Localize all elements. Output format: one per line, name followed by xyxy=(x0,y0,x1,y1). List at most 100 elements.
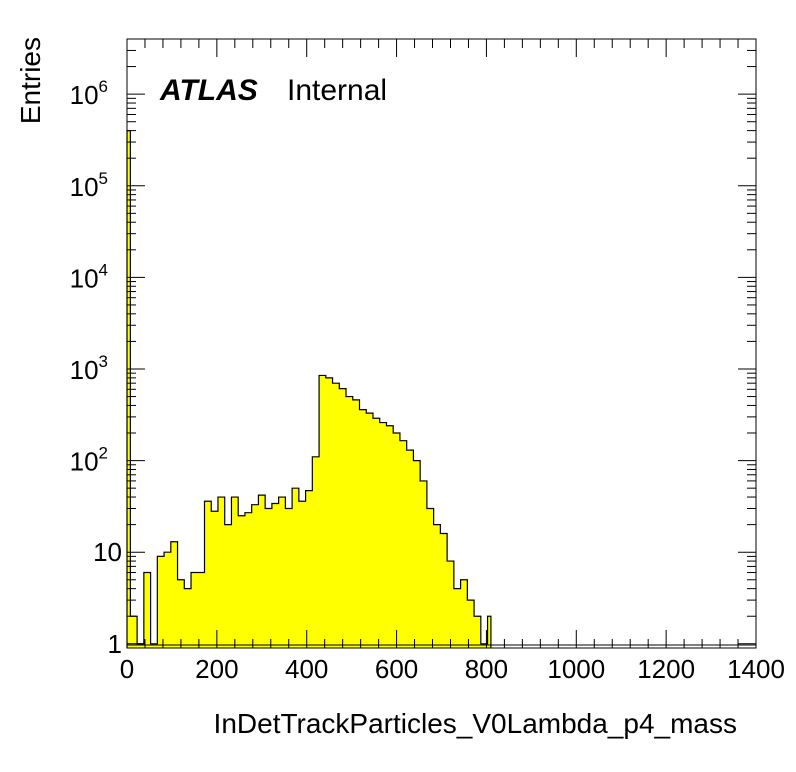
histogram-bar xyxy=(265,508,269,648)
histogram-bar xyxy=(335,383,340,648)
histogram-bar xyxy=(386,425,391,648)
histogram-bar xyxy=(221,497,226,648)
histogram-bar xyxy=(157,556,161,648)
y-tick-labels: 1 10 102 103 104 105 106 xyxy=(70,77,122,659)
histogram-bar xyxy=(426,508,431,648)
y-tick-label: 102 xyxy=(70,444,108,477)
histogram-bar xyxy=(332,383,337,648)
histogram-bar xyxy=(191,572,195,648)
x-tick-label: 1400 xyxy=(727,654,785,684)
histogram-bar xyxy=(288,508,293,648)
histogram-bar xyxy=(248,512,252,648)
histogram-bar xyxy=(383,422,387,648)
histogram-bar xyxy=(467,600,472,648)
x-tick-label: 1200 xyxy=(637,654,695,684)
histogram-bar xyxy=(133,616,138,648)
histogram-bar xyxy=(238,515,242,648)
x-tick-labels: 0 200 400 600 800 1000 1200 1400 xyxy=(120,654,785,684)
histogram-bar xyxy=(487,616,492,648)
histogram-bar xyxy=(147,572,151,648)
histogram-bar xyxy=(416,460,421,648)
histogram-bar xyxy=(463,579,468,648)
histogram-bar xyxy=(211,511,215,648)
histogram-bar xyxy=(443,533,448,648)
histogram-bars xyxy=(127,130,492,648)
histogram-bar xyxy=(359,409,364,648)
histogram-bar xyxy=(234,497,239,648)
histogram-bar xyxy=(137,643,141,648)
histogram-bar xyxy=(298,501,303,648)
histogram-bar xyxy=(339,388,343,648)
histogram-bar xyxy=(224,524,229,648)
atlas-label: ATLAS xyxy=(159,74,258,107)
histogram-bar xyxy=(282,497,286,648)
histogram-bar xyxy=(231,497,236,648)
histogram-bar xyxy=(217,497,222,648)
histogram-bar xyxy=(302,501,306,648)
histogram-bar xyxy=(325,377,330,648)
histogram-bar xyxy=(228,524,232,648)
y-tick-label: 105 xyxy=(70,169,108,202)
histogram-bar xyxy=(261,495,266,648)
histogram-bar xyxy=(312,456,316,648)
histogram-bar xyxy=(366,413,370,648)
histogram-bar xyxy=(352,399,357,648)
histogram-bar xyxy=(160,556,165,648)
histogram-bar xyxy=(453,588,458,648)
histogram-bar xyxy=(204,501,209,648)
histogram-bar xyxy=(150,643,155,648)
histogram-bar xyxy=(430,508,434,648)
histogram-bar xyxy=(393,433,397,648)
histogram-step-line xyxy=(126,130,492,648)
histogram-bar xyxy=(214,511,219,648)
histogram-bar xyxy=(241,515,246,648)
histogram-bar xyxy=(322,375,327,648)
histogram-bar xyxy=(342,388,347,648)
histogram-bar xyxy=(278,497,283,648)
plot-frame xyxy=(126,38,757,649)
histogram-bar xyxy=(406,450,411,648)
y-tick-label: 103 xyxy=(70,352,108,385)
histogram-bar xyxy=(362,409,367,648)
histogram-bar xyxy=(255,504,259,648)
histogram-bar xyxy=(349,396,354,648)
y-axis-title: Entries xyxy=(15,37,46,124)
histogram-bar xyxy=(346,396,350,648)
histogram-bar xyxy=(201,572,205,648)
histogram-bar xyxy=(447,561,451,648)
histogram-bar xyxy=(396,433,401,648)
histogram-bar xyxy=(194,572,199,648)
histogram-bar xyxy=(174,541,178,648)
histogram-bar xyxy=(184,588,188,648)
x-tick-label: 400 xyxy=(285,654,328,684)
histogram-bar xyxy=(170,541,175,648)
histogram-outline xyxy=(126,130,756,648)
y-tick-label: 104 xyxy=(70,260,108,293)
histogram-bar xyxy=(143,572,148,648)
histogram-bar xyxy=(275,503,279,648)
histogram-bar xyxy=(292,488,296,648)
histogram-bar xyxy=(413,460,418,648)
histogram-bar xyxy=(305,490,310,648)
histogram-bar xyxy=(403,440,407,648)
histogram-bar xyxy=(477,616,482,648)
y-axis-ticks xyxy=(127,38,756,645)
x-tick-label: 0 xyxy=(120,654,134,684)
y-tick-label: 10 xyxy=(93,537,122,567)
histogram-bar xyxy=(440,533,445,648)
histogram-bar xyxy=(295,488,300,648)
histogram-bar xyxy=(177,579,182,648)
histogram-bar xyxy=(244,512,249,648)
histogram-bar xyxy=(180,579,185,648)
internal-label: Internal xyxy=(287,74,387,107)
x-axis-title: InDetTrackParticles_V0Lambda_p4_mass xyxy=(214,708,737,739)
histogram-bar xyxy=(167,552,172,648)
histogram-bar xyxy=(470,600,475,648)
histogram-bar xyxy=(130,616,135,648)
y-tick-label: 106 xyxy=(70,77,108,110)
histogram-bar xyxy=(474,616,478,648)
histogram-bar xyxy=(420,480,424,648)
histogram-bar xyxy=(423,480,428,648)
x-tick-label: 600 xyxy=(375,654,418,684)
